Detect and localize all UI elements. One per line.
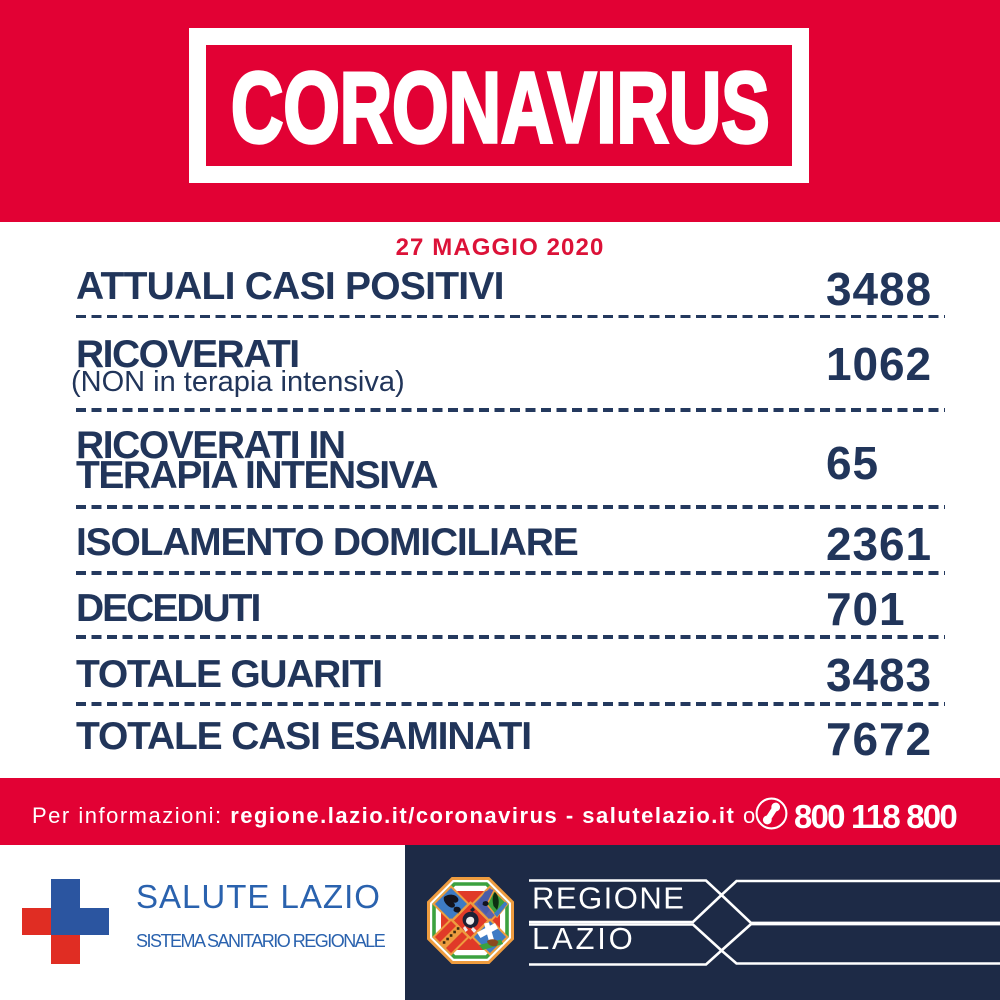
svg-text:LAZIO: LAZIO <box>532 921 636 956</box>
svg-text:REGIONE: REGIONE <box>532 880 685 915</box>
